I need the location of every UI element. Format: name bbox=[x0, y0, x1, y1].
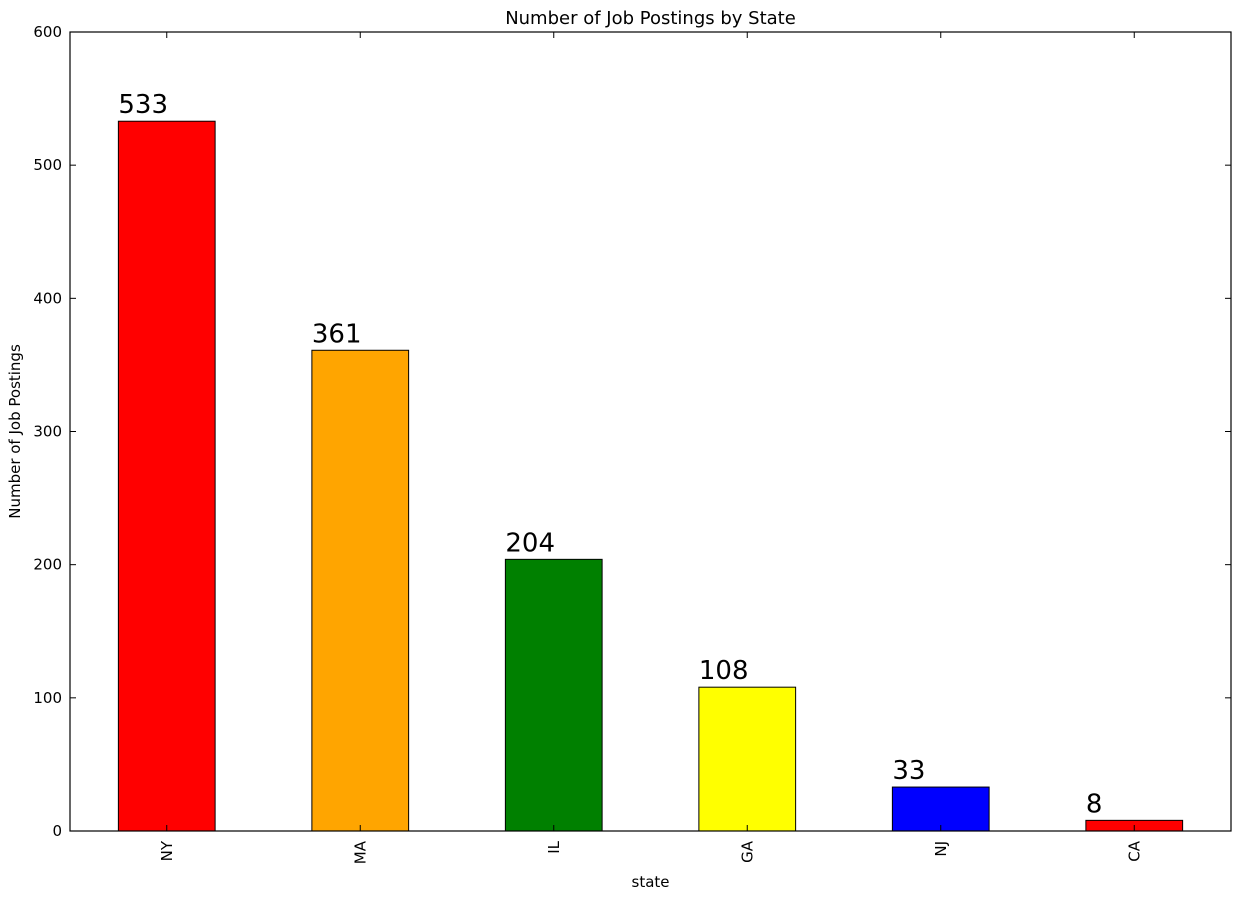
plot-frame bbox=[69, 31, 1232, 832]
bar-il bbox=[504, 558, 603, 832]
y-tick-label-300: 300 bbox=[33, 423, 62, 441]
ticks-layer: NY MA IL GA NJ CA 0 100 200 300 400 500 600 bbox=[33, 23, 1231, 864]
y-tick-label-0: 0 bbox=[52, 822, 62, 840]
bars-layer bbox=[117, 120, 1184, 832]
bar-nj bbox=[891, 786, 990, 832]
x-tick-label-ma: MA bbox=[351, 840, 369, 864]
y-tick-label-100: 100 bbox=[33, 689, 62, 707]
x-axis-label: state bbox=[632, 873, 670, 891]
labels-layer: 533 361 204 108 33 8 bbox=[118, 90, 1102, 819]
y-tick-label-600: 600 bbox=[33, 23, 62, 41]
y-axis-label: Number of Job Postings bbox=[6, 344, 24, 519]
x-tick-label-nj: NJ bbox=[932, 841, 950, 857]
data-label-ca: 8 bbox=[1086, 789, 1103, 819]
bar-ga bbox=[698, 686, 797, 832]
chart-title: Number of Job Postings by State bbox=[505, 8, 796, 29]
y-tick-label-500: 500 bbox=[33, 156, 62, 174]
data-label-nj: 33 bbox=[892, 756, 925, 786]
data-label-ma: 361 bbox=[312, 319, 362, 349]
data-label-ga: 108 bbox=[699, 656, 749, 686]
x-tick-label-ny: NY bbox=[158, 840, 176, 861]
data-label-ny: 533 bbox=[118, 90, 168, 120]
y-tick-label-400: 400 bbox=[33, 289, 62, 307]
x-tick-label-ca: CA bbox=[1125, 840, 1143, 861]
bar-ma bbox=[311, 349, 410, 832]
y-tick-label-200: 200 bbox=[33, 556, 62, 574]
bar-ny bbox=[117, 120, 216, 832]
x-tick-label-ga: GA bbox=[738, 840, 756, 863]
x-tick-label-il: IL bbox=[545, 840, 563, 853]
data-label-il: 204 bbox=[505, 528, 555, 558]
